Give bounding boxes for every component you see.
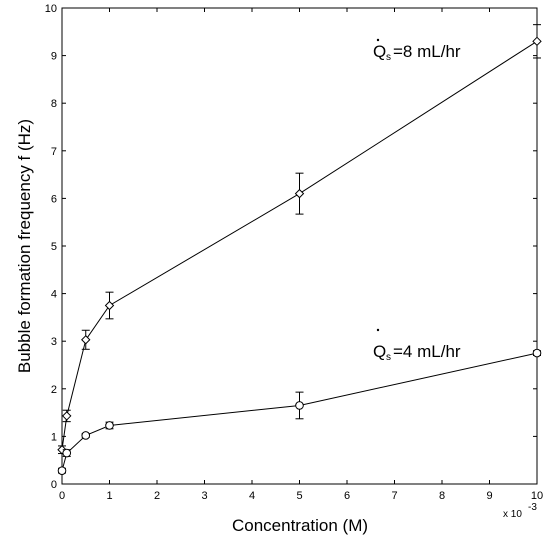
y-tick-label: 1 bbox=[51, 431, 57, 443]
x-tick-label: 10 bbox=[531, 490, 543, 502]
y-tick-label: 6 bbox=[51, 193, 57, 205]
y-tick-label: 8 bbox=[51, 98, 57, 110]
y-axis-title: Bubble formation frequency f (Hz) bbox=[15, 119, 34, 373]
x-tick-label: 4 bbox=[249, 490, 255, 502]
y-tick-label: 3 bbox=[51, 336, 57, 348]
diamond-marker bbox=[81, 335, 91, 345]
series-group bbox=[57, 24, 542, 475]
diamond-marker bbox=[104, 300, 115, 311]
x-tick-label: 7 bbox=[391, 490, 397, 502]
circle-marker bbox=[105, 421, 114, 430]
annotation-8ml-sub: s bbox=[386, 52, 391, 63]
x-tick-label: 8 bbox=[439, 490, 445, 502]
y-tick-label: 4 bbox=[51, 289, 57, 301]
y-tick-label: 5 bbox=[51, 241, 57, 253]
annotation-4ml-sub: s bbox=[386, 352, 391, 363]
x-tick-label: 2 bbox=[154, 490, 160, 502]
annotation-4ml-q: Q bbox=[373, 342, 386, 361]
circle-marker bbox=[62, 448, 72, 458]
x-tick-label: 6 bbox=[344, 490, 350, 502]
circle-marker bbox=[295, 401, 304, 410]
diamond-marker bbox=[62, 411, 72, 421]
x-tick-label: 5 bbox=[296, 490, 302, 502]
x-tick-label: 9 bbox=[486, 490, 492, 502]
circle-marker bbox=[532, 348, 542, 358]
q-dot-icon bbox=[376, 328, 380, 332]
q-dot-icon bbox=[376, 38, 380, 42]
x-tick-label: 1 bbox=[106, 490, 112, 502]
annotation-8ml-label: =8 mL/hr bbox=[393, 42, 461, 61]
annotation-8ml: Q s =8 mL/hr bbox=[373, 38, 461, 63]
x-tick-label: 3 bbox=[201, 490, 207, 502]
diamond-marker bbox=[532, 36, 542, 47]
diamond-marker bbox=[294, 188, 305, 199]
x-multiplier-exponent: -3 bbox=[528, 502, 537, 513]
x-axis-title: Concentration (M) bbox=[232, 516, 368, 535]
annotation-4ml-label: =4 mL/hr bbox=[393, 342, 461, 361]
x-multiplier: x 10 bbox=[503, 509, 522, 520]
y-tick-label: 0 bbox=[51, 479, 57, 491]
axis-ticks: 0 1 2 3 4 5 6 7 8 9 10 0 1 2 3 4 5 6 7 8 9 10 bbox=[45, 3, 543, 502]
circle-marker bbox=[57, 466, 67, 475]
y-tick-label: 2 bbox=[51, 384, 57, 396]
y-tick-label: 9 bbox=[51, 51, 57, 63]
annotation-8ml-q: Q bbox=[373, 42, 386, 61]
annotation-4ml: Q s =4 mL/hr bbox=[373, 328, 461, 363]
y-tick-label: 10 bbox=[45, 3, 57, 15]
x-tick-label: 0 bbox=[59, 490, 65, 502]
circle-marker bbox=[81, 431, 91, 440]
series-1-line bbox=[61, 40, 538, 450]
y-tick-label: 7 bbox=[51, 146, 57, 158]
